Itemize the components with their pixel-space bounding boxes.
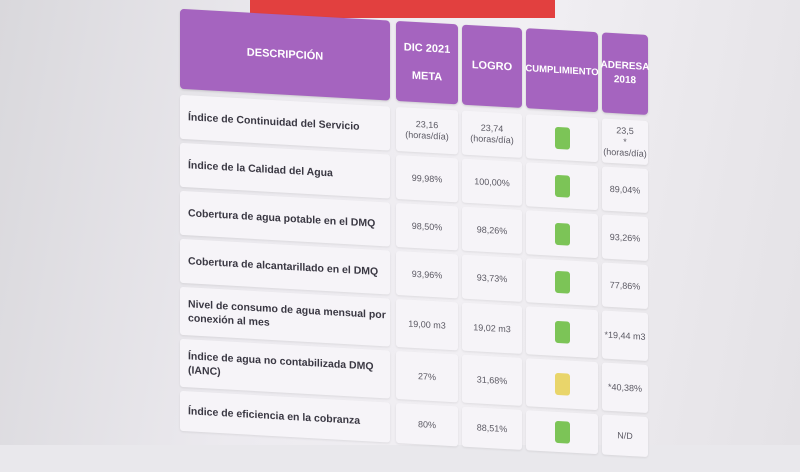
compliance-indicator-green <box>554 222 570 246</box>
cumplimiento-cell <box>526 114 598 163</box>
header-descripcion: DESCRIPCIÓN <box>180 8 390 101</box>
compliance-indicator-green <box>554 174 570 198</box>
header-cumplimiento: CUMPLIMIENTO <box>525 28 599 113</box>
aderesa-value-number: *19,44 m3 <box>604 329 646 342</box>
aderesa-value-number: N/D <box>617 429 633 441</box>
header-aderesa-label: ADERESA <box>600 59 650 74</box>
cumplimiento-cell <box>526 410 598 455</box>
header-logro: LOGRO <box>462 24 522 108</box>
aderesa-value: *40,38% <box>602 362 648 414</box>
row-description-text: Índice de la Calidad del Agua <box>188 159 333 180</box>
meta-value-number: 93,96% <box>411 268 443 281</box>
header-descripcion-label: DESCRIPCIÓN <box>246 46 324 63</box>
cumplimiento-cell <box>526 258 598 307</box>
logro-value: 98,26% <box>462 206 522 254</box>
logro-value-number: 98,26% <box>476 223 508 236</box>
meta-value: 19,00 m3 <box>396 298 458 351</box>
row-description: Índice de Continuidad del Servicio <box>180 94 390 151</box>
aderesa-value-unit: *(horas/día) <box>603 136 647 159</box>
logro-value-number: 31,68% <box>476 373 508 386</box>
logro-value-number: 100,00% <box>474 175 510 188</box>
compliance-indicator-green <box>554 270 570 294</box>
aderesa-value: 89,04% <box>602 166 648 214</box>
aderesa-value: 23,5 *(horas/día) <box>602 118 648 166</box>
meta-value: 99,98% <box>396 154 458 203</box>
row-description: Nivel de consumo de agua mensual por con… <box>180 286 390 347</box>
aderesa-value-number: 89,04% <box>609 183 641 196</box>
row-description-text: Índice de eficiencia en la cobranza <box>188 405 361 427</box>
meta-value: 93,96% <box>396 250 458 299</box>
meta-value-number: 19,00 m3 <box>408 318 446 331</box>
header-meta-label: META <box>411 69 443 84</box>
slide-title-bar <box>250 0 555 18</box>
logro-value: 31,68% <box>462 354 522 406</box>
aderesa-value: *19,44 m3 <box>602 310 648 362</box>
logro-value: 93,73% <box>462 254 522 302</box>
meta-value-number: 98,50% <box>411 220 443 233</box>
logro-value-number: 88,51% <box>476 421 508 434</box>
compliance-indicator-green <box>554 126 570 150</box>
compliance-indicator-green <box>554 320 570 344</box>
cumplimiento-cell <box>526 210 598 259</box>
header-logro-label: LOGRO <box>471 59 513 74</box>
meta-value: 27% <box>396 350 458 403</box>
aderesa-value-number: 77,86% <box>609 279 641 292</box>
cumplimiento-cell <box>526 162 598 211</box>
meta-value-number: 27% <box>417 370 436 382</box>
logro-value-number: 19,02 m3 <box>473 321 511 334</box>
row-description: Cobertura de agua potable en el DMQ <box>180 190 390 247</box>
cumplimiento-cell <box>526 358 598 411</box>
meta-value-number: 99,98% <box>411 172 443 185</box>
header-meta: DIC 2021 META <box>396 20 458 105</box>
aderesa-value: N/D <box>602 414 648 458</box>
header-aderesa: ADERESA 2018 <box>600 32 650 116</box>
row-description-text: Índice de Continuidad del Servicio <box>188 111 360 133</box>
meta-value: 98,50% <box>396 202 458 251</box>
row-description-text: Cobertura de alcantarillado en el DMQ <box>188 255 379 278</box>
logro-value-number: 93,73% <box>476 271 508 284</box>
logro-value: 88,51% <box>462 406 522 450</box>
row-description: Índice de la Calidad del Agua <box>180 142 390 199</box>
meta-value-unit: (horas/día) <box>405 129 449 142</box>
header-dic-label: DIC 2021 <box>403 41 451 56</box>
aderesa-value-number: *40,38% <box>607 381 643 394</box>
row-description-line2: (IANC) <box>188 364 221 379</box>
kpi-slide: DESCRIPCIÓN DIC 2021 META LOGRO CUMPLIMI… <box>165 0 655 472</box>
aderesa-value: 77,86% <box>602 262 648 310</box>
meta-value-number: 80% <box>417 418 436 430</box>
header-cumplimiento-label: CUMPLIMIENTO <box>525 62 599 78</box>
row-description-text: Cobertura de agua potable en el DMQ <box>188 207 376 230</box>
meta-value: 23,16 (horas/día) <box>396 106 458 155</box>
logro-value: 100,00% <box>462 158 522 206</box>
row-description: Cobertura de alcantarillado en el DMQ <box>180 238 390 295</box>
logro-value: 19,02 m3 <box>462 302 522 354</box>
compliance-indicator-green <box>554 420 570 444</box>
logro-value: 23,74 (horas/día) <box>462 110 522 158</box>
aderesa-value: 93,26% <box>602 214 648 262</box>
header-aderesa-year: 2018 <box>613 74 637 87</box>
logro-value-unit: (horas/día) <box>470 133 514 146</box>
row-description: Índice de eficiencia en la cobranza <box>180 390 390 443</box>
cumplimiento-cell <box>526 306 598 359</box>
row-description: Índice de agua no contabilizada DMQ (IAN… <box>180 338 390 399</box>
aderesa-value-number: 93,26% <box>609 231 641 244</box>
meta-value: 80% <box>396 402 458 447</box>
compliance-indicator-yellow <box>554 372 570 396</box>
